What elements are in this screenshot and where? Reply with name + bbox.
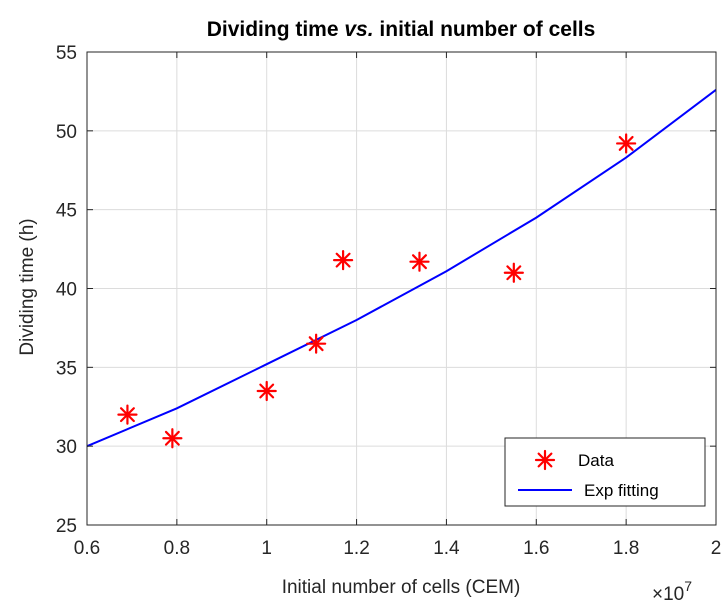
legend-label-data: Data [578,451,614,470]
y-tick-label: 35 [56,358,77,379]
y-axis-label: Dividing time (h) [17,218,38,355]
data-point [503,262,524,283]
y-tick-label: 55 [56,43,77,64]
data-point [162,428,183,449]
marker-stroke [537,452,553,468]
x-tick-label: 0.6 [74,538,100,559]
x-tick-label: 1.4 [433,538,460,559]
marker-stroke [412,254,427,270]
y-tick-label: 40 [56,280,77,301]
y-tick-label: 25 [56,516,77,537]
marker-stroke [308,336,324,352]
chart-title: Dividing time vs. initial number of cell… [207,18,596,41]
marker-stroke [164,430,180,446]
x-tick-label: 1 [261,538,272,559]
y-tick-labels: 25 30 35 40 45 50 55 [56,43,77,537]
data-point [256,380,277,402]
data-point [616,133,637,154]
legend-asterisk [534,449,556,471]
marker-stroke [335,252,351,268]
x-axis-label: Initial number of cells (CEM) [282,577,521,598]
data-point [117,404,138,425]
legend-data-marker [534,449,556,471]
data-point [306,333,327,354]
data-layer [117,133,637,449]
axes-box [86,51,717,526]
x-tick-label: 1.6 [523,538,549,559]
x-tick-label: 0.8 [164,538,190,559]
y-tick-label: 45 [56,201,77,222]
y-tick-label: 50 [56,122,77,143]
marker-stroke [259,383,275,399]
fit-curve [86,89,717,448]
data-point [332,250,354,271]
legend: Data Exp fitting [504,437,706,507]
legend-label-fit: Exp fitting [584,481,659,500]
axes-layer [86,51,717,526]
marker-stroke [618,135,634,151]
legend-box [504,437,706,507]
fit-layer [86,89,717,448]
x-tick-label: 1.8 [613,538,639,559]
y-tick-label: 30 [56,437,77,458]
x-exponent-label: ×107 [652,578,692,605]
marker-stroke [119,407,135,423]
x-tick-labels: 0.6 0.8 1 1.2 1.4 1.6 1.8 2 [74,538,722,559]
data-point [409,251,430,272]
marker-stroke [506,265,522,281]
x-tick-label: 1.2 [343,538,369,559]
x-tick-label: 2 [711,538,722,559]
